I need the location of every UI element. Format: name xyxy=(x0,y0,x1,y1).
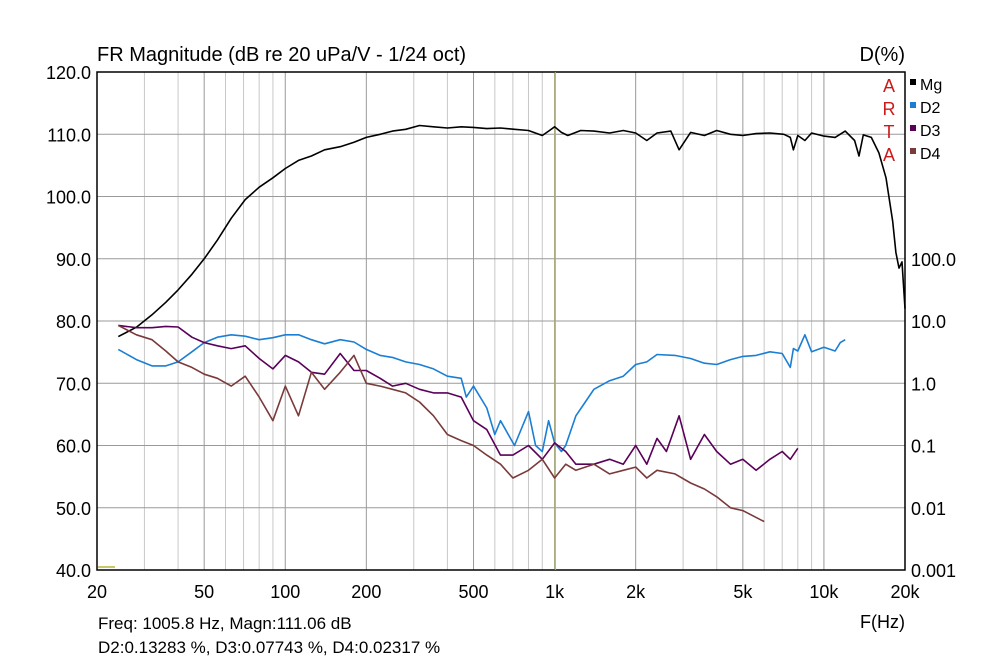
y-tick-label: 110.0 xyxy=(47,125,91,145)
y2-tick-label: 0.001 xyxy=(911,561,956,581)
chart-title: FR Magnitude (dB re 20 uPa/V - 1/24 oct) xyxy=(97,44,466,66)
legend-label-d4: D4 xyxy=(920,146,941,163)
plot-area xyxy=(117,124,906,523)
x-tick-label: 200 xyxy=(351,582,381,602)
x-tick-label: 2k xyxy=(626,582,646,602)
axis-tick-labels: 20 50 100 200 500 1k 2k 5k 10k 20k 40.0 50.0 60.0 70.… xyxy=(46,63,956,602)
y-tick-label: 50.0 xyxy=(56,499,91,519)
x-tick-label: 20k xyxy=(890,582,920,602)
artan-letter: A xyxy=(883,145,895,165)
series-line-d3 xyxy=(118,324,799,472)
y-tick-label: 90.0 xyxy=(56,250,91,270)
series-line-d4 xyxy=(117,324,765,523)
plot-frame xyxy=(96,71,906,571)
legend-label-mg: Mg xyxy=(920,77,942,94)
artan-letter: R xyxy=(883,99,896,119)
grid-lines xyxy=(96,71,906,571)
legend-label-d3: D3 xyxy=(920,123,941,140)
y2-tick-label: 0.01 xyxy=(911,499,946,519)
x-tick-label: 50 xyxy=(194,582,214,602)
series-line-d2 xyxy=(117,333,846,453)
legend-label-d2: D2 xyxy=(920,100,941,117)
legend-swatch-d3 xyxy=(910,125,916,131)
legend-swatch-d4 xyxy=(910,148,916,154)
x-tick-label: 100 xyxy=(270,582,300,602)
x-tick-label: 5k xyxy=(733,582,753,602)
y-tick-label: 40.0 xyxy=(56,561,91,581)
x-tick-label: 10k xyxy=(809,582,839,602)
legend-swatch-mg xyxy=(910,79,916,85)
chart-legend: Mg D2 D3 D4 xyxy=(910,77,942,163)
y2-tick-label: 1.0 xyxy=(911,374,936,394)
x-axis-label: F(Hz) xyxy=(860,612,905,632)
y2-tick-label: 0.1 xyxy=(911,437,936,457)
y-tick-label: 60.0 xyxy=(56,437,91,457)
right-axis-title: D(%) xyxy=(859,44,905,66)
cursor-readout-freq: Freq: 1005.8 Hz, Magn:111.06 dB xyxy=(98,614,352,633)
x-tick-label: 20 xyxy=(87,582,107,602)
legend-swatch-d2 xyxy=(910,102,916,108)
y-tick-label: 80.0 xyxy=(56,312,91,332)
series-line-mg xyxy=(117,124,906,338)
y2-tick-label: 100.0 xyxy=(911,250,956,270)
y-tick-label: 70.0 xyxy=(56,374,91,394)
y-tick-label: 120.0 xyxy=(46,63,91,83)
y-tick-label: 100.0 xyxy=(46,188,91,208)
x-tick-label: 1k xyxy=(545,582,565,602)
artan-letter: T xyxy=(884,122,895,142)
cursor-readout-distortion: D2:0.13283 %, D3:0.07743 %, D4:0.02317 % xyxy=(98,638,441,657)
artan-letter: A xyxy=(883,76,895,96)
y2-tick-label: 10.0 xyxy=(911,312,946,332)
x-tick-label: 500 xyxy=(458,582,488,602)
